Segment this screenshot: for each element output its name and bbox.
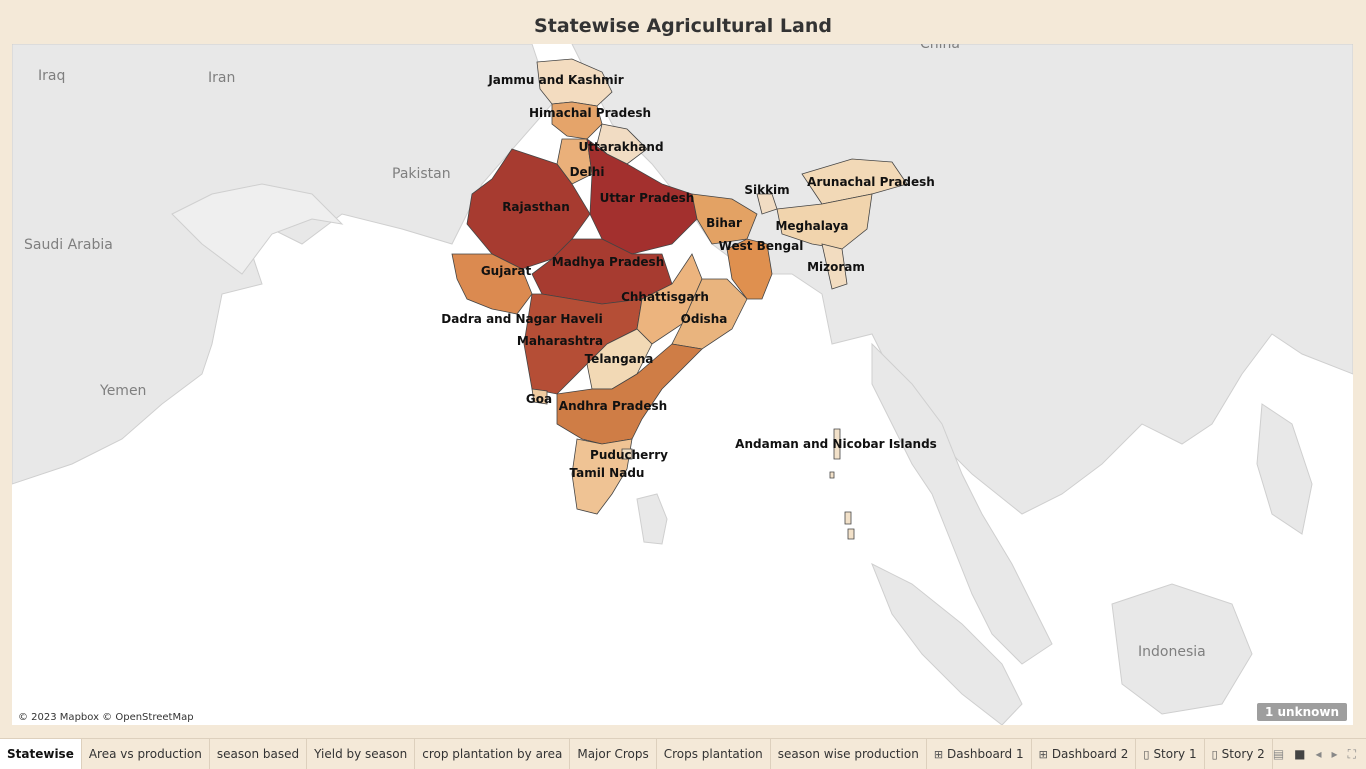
dashboard-icon: ⊞ xyxy=(934,748,943,761)
tab-story-2[interactable]: ▯ Story 2 xyxy=(1205,739,1273,769)
state-label-himachal-pradesh[interactable]: Himachal Pradesh xyxy=(529,106,651,120)
state-label-jammu-and-kashmir[interactable]: Jammu and Kashmir xyxy=(488,73,623,87)
state-label-uttarakhand[interactable]: Uttarakhand xyxy=(578,140,663,154)
unknown-indicator[interactable]: 1 unknown xyxy=(1257,703,1347,721)
state-label-andaman-and-nicobar-islands[interactable]: Andaman and Nicobar Islands xyxy=(735,437,937,451)
tab-yield-by-season[interactable]: Yield by season xyxy=(307,739,415,769)
state-label-uttar-pradesh[interactable]: Uttar Pradesh xyxy=(600,191,695,205)
sri-lanka xyxy=(637,494,667,544)
state-label-bihar[interactable]: Bihar xyxy=(706,216,742,230)
map-attribution[interactable]: © 2023 Mapbox © OpenStreetMap xyxy=(18,712,194,723)
state-label-mizoram[interactable]: Mizoram xyxy=(807,260,865,274)
filmstrip-view-icon[interactable]: ▤ xyxy=(1273,747,1284,761)
map-canvas[interactable] xyxy=(12,44,1353,725)
tab-label: Dashboard 2 xyxy=(1052,747,1129,761)
state-label-odisha[interactable]: Odisha xyxy=(681,312,728,326)
tab-label: season based xyxy=(217,747,299,761)
sheet-tab-bar: Statewise Area vs production season base… xyxy=(0,738,1366,769)
tab-controls: ▤ ■ ◂ ▸ ⛶ ⊡ xyxy=(1273,739,1366,769)
state-label-puducherry[interactable]: Puducherry xyxy=(590,448,668,462)
tab-label: season wise production xyxy=(778,747,919,761)
map-view[interactable]: Iraq Iran China Pakistan Saudi Arabia Ye… xyxy=(12,44,1353,725)
state-label-sikkim[interactable]: Sikkim xyxy=(744,183,789,197)
tab-label: Crops plantation xyxy=(664,747,763,761)
state-label-andhra-pradesh[interactable]: Andhra Pradesh xyxy=(559,399,667,413)
state-label-delhi[interactable]: Delhi xyxy=(570,165,605,179)
tab-label: Dashboard 1 xyxy=(947,747,1024,761)
tab-label: Statewise xyxy=(7,747,74,761)
country-label-indonesia: Indonesia xyxy=(1138,644,1206,660)
state-label-arunachal-pradesh[interactable]: Arunachal Pradesh xyxy=(807,175,935,189)
country-label-iraq: Iraq xyxy=(38,68,65,84)
tab-major-crops[interactable]: Major Crops xyxy=(570,739,656,769)
country-label-yemen: Yemen xyxy=(100,383,146,399)
philippines xyxy=(1257,404,1312,534)
tab-label: Area vs production xyxy=(89,747,202,761)
story-icon: ▯ xyxy=(1212,748,1218,761)
tab-dashboard-1[interactable]: ⊞ Dashboard 1 xyxy=(927,739,1032,769)
tab-statewise[interactable]: Statewise xyxy=(0,739,82,769)
country-label-saudi-arabia: Saudi Arabia xyxy=(24,237,113,253)
state-label-meghalaya[interactable]: Meghalaya xyxy=(775,219,848,233)
tab-label: Yield by season xyxy=(314,747,407,761)
state-label-dadra-and-nagar-haveli[interactable]: Dadra and Nagar Haveli xyxy=(441,312,603,326)
country-label-iran: Iran xyxy=(208,70,235,86)
dashboard-icon: ⊞ xyxy=(1039,748,1048,761)
land-layer xyxy=(12,44,1353,725)
tab-label: Major Crops xyxy=(577,747,648,761)
state-label-gujarat[interactable]: Gujarat xyxy=(481,264,531,278)
tab-crop-plantation-by-area[interactable]: crop plantation by area xyxy=(415,739,570,769)
tab-label: Story 1 xyxy=(1153,747,1196,761)
state-label-west-bengal[interactable]: West Bengal xyxy=(719,239,804,253)
tab-season-wise-production[interactable]: season wise production xyxy=(771,739,927,769)
state-label-telangana[interactable]: Telangana xyxy=(585,352,654,366)
state-label-madhya-pradesh[interactable]: Madhya Pradesh xyxy=(552,255,665,269)
tab-area-vs-production[interactable]: Area vs production xyxy=(82,739,210,769)
state-label-tamil-nadu[interactable]: Tamil Nadu xyxy=(570,466,645,480)
country-label-china: China xyxy=(920,44,960,52)
dashboard-title: Statewise Agricultural Land xyxy=(0,0,1366,44)
tab-label: crop plantation by area xyxy=(422,747,562,761)
tab-view-icon[interactable]: ■ xyxy=(1294,747,1305,761)
previous-sheet-icon[interactable]: ◂ xyxy=(1316,747,1322,761)
story-icon: ▯ xyxy=(1143,748,1149,761)
state-label-goa[interactable]: Goa xyxy=(526,392,552,406)
tab-crops-plantation[interactable]: Crops plantation xyxy=(657,739,771,769)
tab-season-based[interactable]: season based xyxy=(210,739,307,769)
tab-story-1[interactable]: ▯ Story 1 xyxy=(1136,739,1204,769)
tab-dashboard-2[interactable]: ⊞ Dashboard 2 xyxy=(1032,739,1137,769)
state-label-maharashtra[interactable]: Maharashtra xyxy=(517,334,603,348)
state-label-rajasthan[interactable]: Rajasthan xyxy=(502,200,570,214)
fullscreen-icon[interactable]: ⛶ xyxy=(1348,747,1356,762)
tab-label: Story 2 xyxy=(1222,747,1265,761)
country-label-pakistan: Pakistan xyxy=(392,166,451,182)
state-label-chhattisgarh[interactable]: Chhattisgarh xyxy=(621,290,709,304)
next-sheet-icon[interactable]: ▸ xyxy=(1332,747,1338,761)
